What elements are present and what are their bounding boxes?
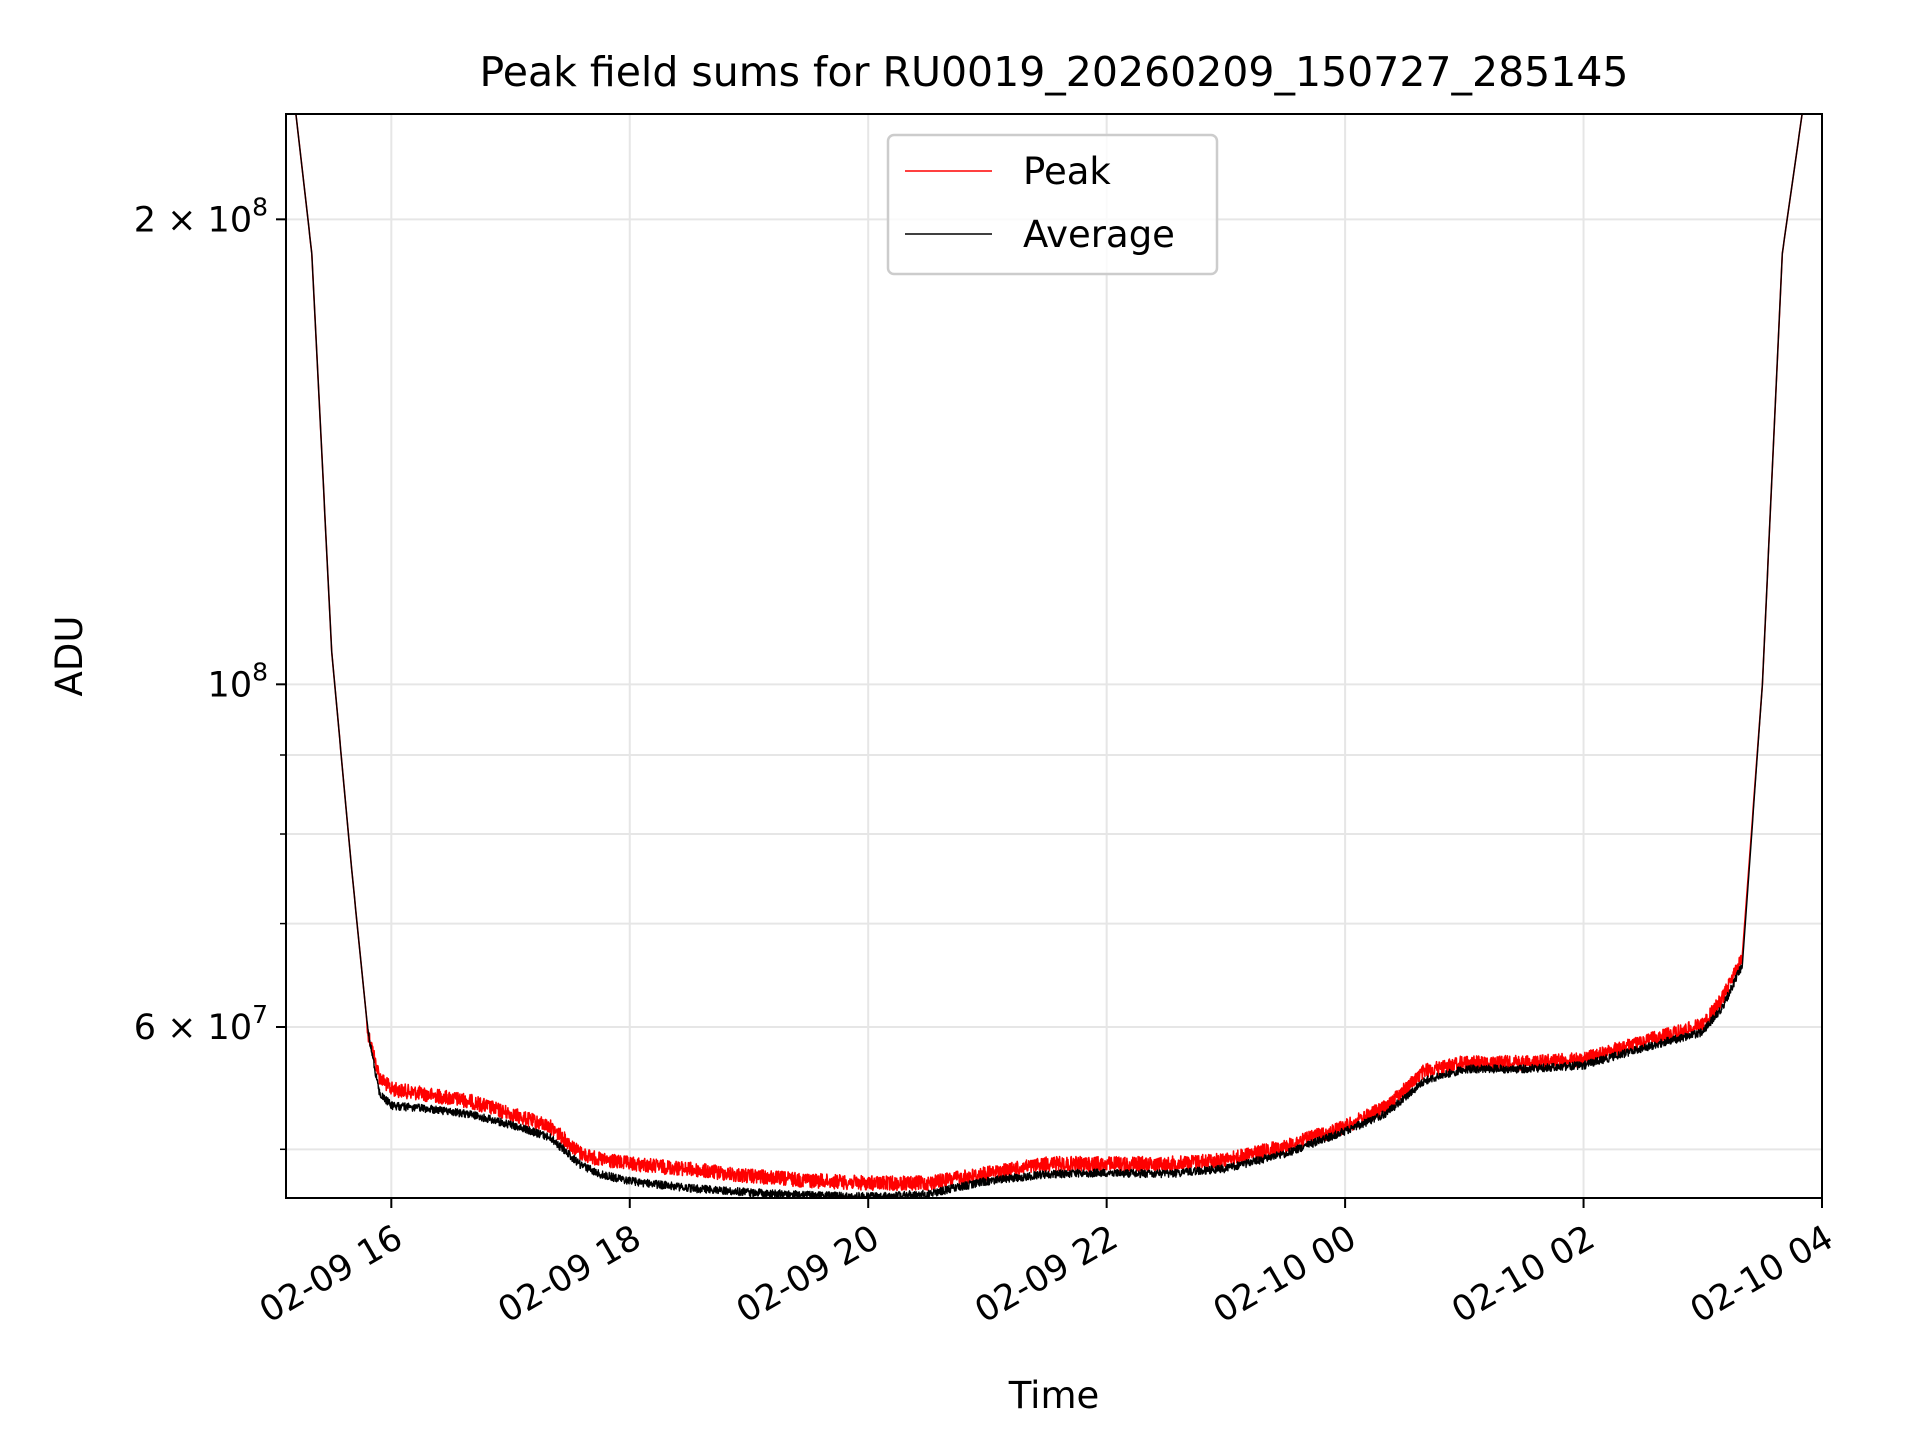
x-tick-label: 02-09 16 <box>253 1218 409 1331</box>
legend-peak-label: Peak <box>1023 150 1111 193</box>
legend-box <box>886 133 1219 276</box>
y-tick-label: 108 <box>208 657 268 705</box>
x-tick-label: 02-09 18 <box>492 1218 648 1331</box>
series-layer <box>286 114 1813 1198</box>
plot-frame <box>285 113 1823 1199</box>
y-tick-label: 2 × 108 <box>134 192 268 240</box>
x-axis-label: Time <box>1008 1374 1100 1417</box>
grid <box>286 114 1823 1198</box>
x-tick-label: 02-10 04 <box>1684 1218 1840 1331</box>
series-line-average <box>286 114 1813 1198</box>
legend-average-label: Average <box>1023 213 1175 256</box>
x-tick-label: 02-09 22 <box>968 1218 1124 1331</box>
x-tick-label: 02-10 02 <box>1445 1218 1601 1331</box>
chart-title: Peak field sums for RU0019_20260209_1507… <box>479 48 1628 96</box>
y-axis-label: ADU <box>48 616 91 697</box>
series-line-peak <box>286 114 1813 1192</box>
x-tick-label: 02-09 20 <box>730 1218 886 1331</box>
x-tick-label: 02-10 00 <box>1207 1218 1363 1331</box>
y-tick-label: 6 × 107 <box>134 1000 268 1048</box>
legend: Peak Average <box>886 133 1219 276</box>
